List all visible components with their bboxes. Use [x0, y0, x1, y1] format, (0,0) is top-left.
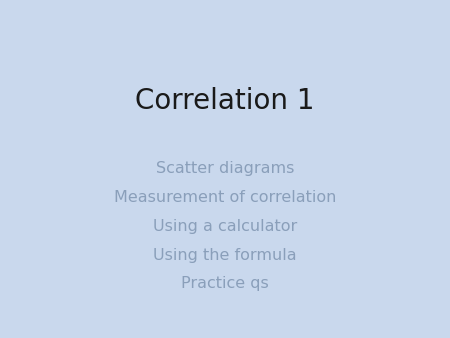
Text: Scatter diagrams: Scatter diagrams: [156, 162, 294, 176]
Text: Practice qs: Practice qs: [181, 276, 269, 291]
Text: Using the formula: Using the formula: [153, 248, 297, 263]
Text: Measurement of correlation: Measurement of correlation: [114, 190, 336, 205]
Text: Using a calculator: Using a calculator: [153, 219, 297, 234]
Text: Correlation 1: Correlation 1: [135, 88, 315, 115]
